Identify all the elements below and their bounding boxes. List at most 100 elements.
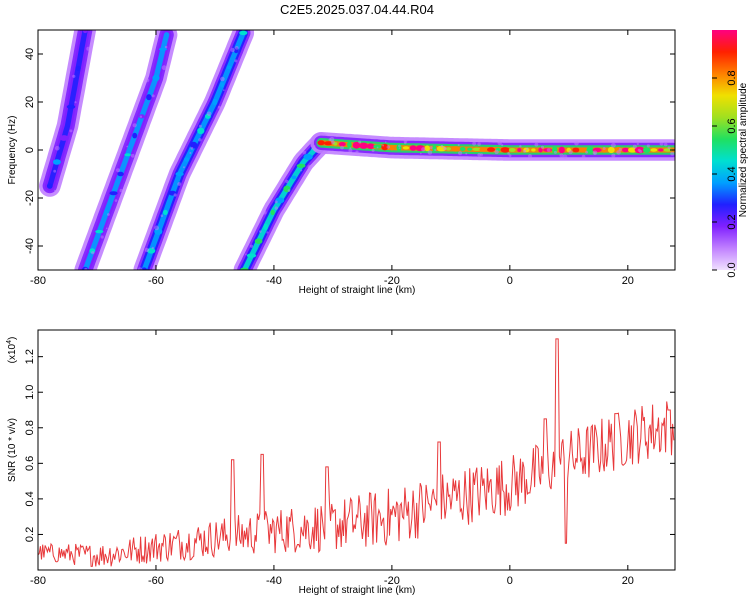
ridge-blob (436, 145, 446, 152)
y-tick-label: 0.2 (24, 527, 36, 542)
snr-y-ticks: 0.2 0.4 0.6 0.8 1.0 1.2 (24, 349, 675, 542)
ridge-blob (579, 147, 587, 153)
ridge-blob (424, 145, 430, 152)
ridge-speckle (540, 145, 545, 149)
ridge-blob (212, 98, 218, 106)
ridge-blob (109, 191, 118, 196)
ridge-speckle (602, 147, 606, 150)
ridge-speckle (145, 78, 150, 83)
y-tick-label: 0.8 (24, 420, 36, 435)
ridge-blob (500, 147, 510, 153)
snr-frame (37, 329, 676, 571)
spectrogram-y-label: Frequency (Hz) (7, 116, 18, 185)
spectrogram-ridge-5 (310, 132, 675, 161)
x-tick-label: -60 (148, 275, 164, 287)
snr-y-multiplier-exponent: 4 (6, 340, 13, 344)
spectrogram-x-ticks: -80 -60 -40 -20 0 20 (30, 30, 634, 287)
ridge-blob (467, 147, 473, 151)
ridge-speckle (151, 94, 155, 98)
ridge-blob (163, 209, 168, 215)
ridge-speckle (507, 152, 510, 155)
ridge-blob (446, 147, 451, 151)
ridge-blob (658, 148, 664, 152)
ridge-blob (141, 267, 147, 270)
ridge-speckle (429, 146, 433, 150)
ridge-speckle (382, 144, 385, 147)
ridge-speckle (472, 141, 476, 146)
figure-title: C2E5.2025.037.04.44.R04 (280, 2, 434, 17)
ridge-speckle (355, 150, 359, 154)
x-tick-label: -20 (384, 275, 400, 287)
ridge-speckle (667, 146, 671, 150)
ridge-blob (479, 147, 489, 152)
spectrogram-marks (39, 30, 675, 270)
ridge-speckle (568, 150, 573, 155)
ridge-blob (622, 147, 629, 153)
ridge-speckle (480, 153, 484, 156)
ridge-band (47, 30, 88, 189)
ridge-blob (389, 144, 394, 151)
ridge-speckle (501, 144, 504, 147)
ridge-blob (366, 143, 375, 149)
ridge-speckle (119, 188, 123, 193)
ridge-speckle (130, 153, 135, 158)
ridge-speckle (659, 141, 664, 146)
ridge-speckle (384, 141, 387, 143)
ridge-speckle (116, 168, 120, 173)
ridge-speckle (287, 189, 291, 192)
ridge-speckle (611, 142, 616, 148)
snr-line (38, 338, 675, 567)
ridge-blob (338, 142, 346, 147)
ridge-blob (517, 148, 522, 152)
ridge-speckle (637, 148, 641, 152)
colorbar-tick-label: 0.2 (726, 214, 738, 229)
y-tick-label: 0 (24, 147, 36, 153)
snr-background (38, 330, 675, 570)
ridge-speckle (670, 151, 675, 156)
snr-panel: -80 -60 -40 -20 0 20 0.2 0.4 0.6 0.8 1.0 1.2 Heigh… (6, 329, 676, 596)
x-tick-label: -80 (30, 575, 46, 587)
ridge-speckle (440, 144, 444, 148)
ridge-speckle (154, 225, 160, 231)
ridge-blob (663, 148, 673, 152)
ridge-speckle (182, 166, 185, 169)
ridge-speckle (348, 148, 353, 153)
ridge-blob (254, 238, 263, 244)
ridge-speckle (585, 150, 588, 154)
y-tick-label: 20 (24, 96, 36, 108)
ridge-blob (197, 127, 205, 134)
ridge-blob (472, 147, 482, 151)
colorbar: 0.0 0.2 0.4 0.6 0.8 Normalized spectral ampl… (712, 30, 749, 278)
ridge-blob (347, 141, 352, 149)
ridge-blob (146, 94, 152, 101)
ridge-speckle (189, 152, 192, 154)
ridge-speckle (91, 251, 95, 255)
ridge-speckle (592, 150, 598, 156)
ridge-blob (183, 157, 190, 162)
x-tick-label: -20 (384, 575, 400, 587)
y-tick-label: 1.0 (24, 385, 36, 400)
y-tick-label: -40 (24, 238, 36, 254)
snr-y-multiplier: (x104) (6, 337, 18, 364)
ridge-blob (459, 147, 466, 151)
ridge-speckle (274, 206, 278, 210)
ridge-speckle (421, 147, 426, 152)
ridge-speckle (398, 147, 401, 149)
snr-x-label: Height of straight line (km) (299, 585, 416, 596)
ridge-speckle (307, 165, 312, 170)
ridge-speckle (160, 214, 164, 217)
ridge-blob (246, 253, 257, 258)
ridge-blob (359, 142, 368, 149)
ridge-blob (220, 82, 224, 88)
ridge-speckle (458, 151, 463, 156)
ridge-speckle (477, 153, 482, 157)
y-tick-label: 40 (24, 48, 36, 60)
ridge-speckle (223, 89, 225, 91)
spectrogram-ridges (39, 30, 675, 270)
ridge-blob (291, 175, 297, 180)
ridge-blob (650, 148, 658, 152)
ridge-speckle (553, 150, 557, 154)
ridge-blob (75, 65, 81, 72)
ridge-speckle (611, 153, 616, 158)
